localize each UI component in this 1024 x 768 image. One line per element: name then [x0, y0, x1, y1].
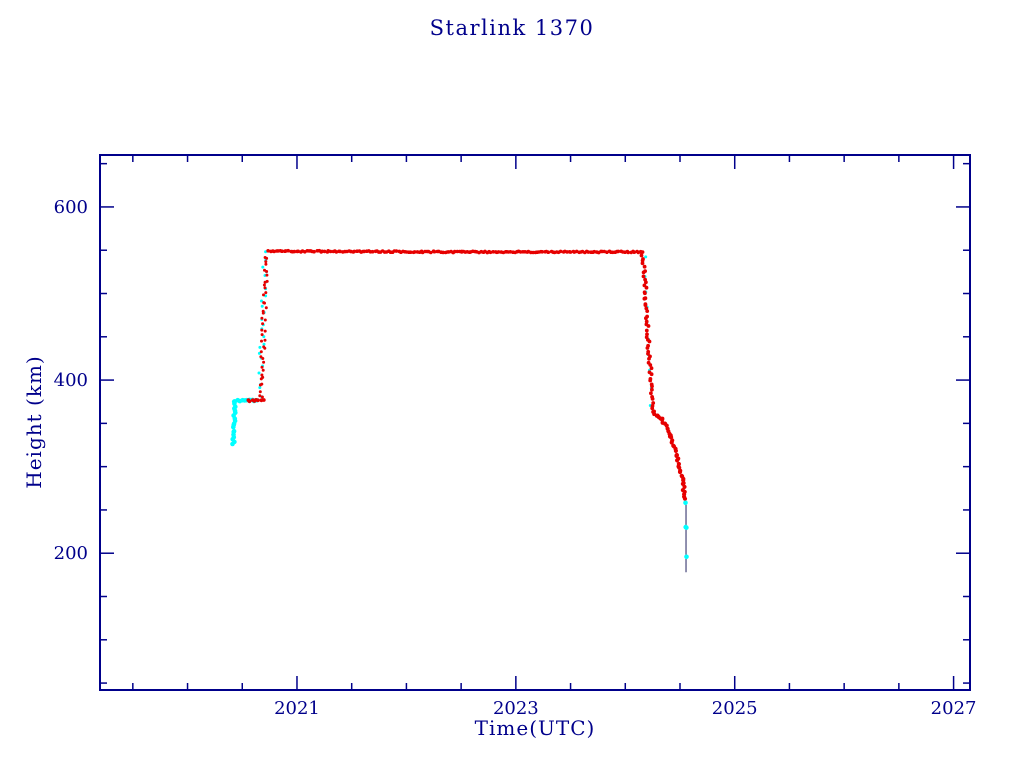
series-deorbit-drop-red — [639, 250, 656, 414]
x-tick-label: 2021 — [274, 698, 320, 719]
series-ascent-red — [258, 249, 270, 399]
y-axis-label: Height (km) — [22, 355, 46, 489]
x-tick-label: 2025 — [712, 698, 758, 719]
series-parking-red — [246, 398, 266, 404]
y-tick-label: 200 — [54, 543, 88, 564]
y-tick-label: 400 — [54, 370, 88, 391]
x-tick-label: 2027 — [931, 698, 977, 719]
y-tick-label: 600 — [54, 197, 88, 218]
plot-frame — [99, 154, 971, 691]
series-reentry-cyan — [683, 500, 689, 560]
series-launch-parking-cyan — [230, 397, 260, 447]
series-operational-plateau-red — [266, 248, 645, 255]
chart-title: Starlink 1370 — [429, 16, 595, 40]
series-hold-red — [651, 409, 665, 421]
series-decay-red — [660, 417, 688, 501]
x-axis-label: Time(UTC) — [474, 716, 596, 740]
x-tick-label: 2023 — [493, 698, 539, 719]
